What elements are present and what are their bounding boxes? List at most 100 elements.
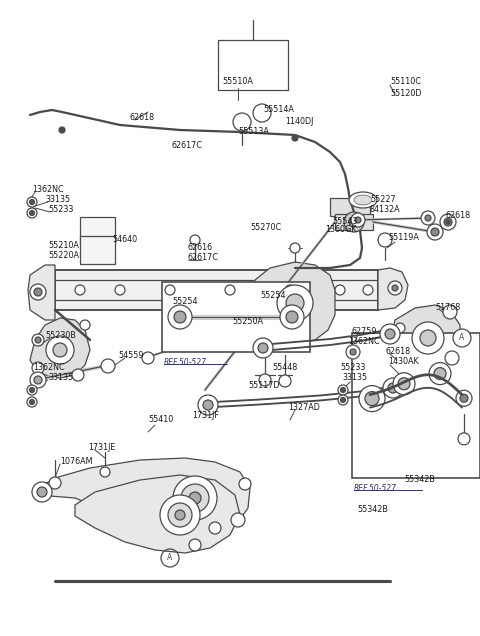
Text: 54640: 54640 bbox=[112, 235, 137, 244]
Text: 55254: 55254 bbox=[172, 298, 197, 307]
Circle shape bbox=[165, 285, 175, 295]
Bar bbox=[352, 333, 480, 478]
Text: 55514A: 55514A bbox=[263, 106, 294, 114]
Circle shape bbox=[142, 352, 154, 364]
Circle shape bbox=[421, 211, 435, 225]
Text: 55513A: 55513A bbox=[238, 127, 269, 137]
Text: 33135: 33135 bbox=[45, 195, 70, 205]
Circle shape bbox=[37, 487, 47, 497]
Text: 1140DJ: 1140DJ bbox=[285, 118, 313, 127]
Text: 62618: 62618 bbox=[445, 212, 470, 221]
Text: 62617C: 62617C bbox=[188, 254, 219, 263]
Circle shape bbox=[388, 383, 398, 393]
Circle shape bbox=[160, 495, 200, 535]
Circle shape bbox=[189, 539, 201, 551]
Circle shape bbox=[292, 135, 298, 141]
Circle shape bbox=[365, 392, 379, 406]
Text: 1362NC: 1362NC bbox=[32, 186, 64, 195]
Text: 54559: 54559 bbox=[118, 350, 144, 359]
Circle shape bbox=[453, 329, 471, 347]
Text: 55270C: 55270C bbox=[250, 223, 281, 233]
Bar bbox=[162, 282, 310, 352]
Circle shape bbox=[30, 284, 46, 300]
Polygon shape bbox=[28, 265, 55, 320]
Text: 55254: 55254 bbox=[260, 291, 286, 300]
Circle shape bbox=[443, 305, 457, 319]
Circle shape bbox=[46, 336, 74, 364]
Bar bbox=[80, 217, 115, 245]
Circle shape bbox=[32, 362, 44, 374]
Circle shape bbox=[258, 343, 268, 353]
Text: 62617C: 62617C bbox=[172, 141, 203, 149]
Text: A: A bbox=[168, 553, 173, 562]
Circle shape bbox=[279, 375, 291, 387]
Circle shape bbox=[285, 285, 295, 295]
Text: 1362NC: 1362NC bbox=[348, 338, 380, 347]
Circle shape bbox=[398, 378, 410, 390]
Circle shape bbox=[456, 391, 472, 406]
Circle shape bbox=[359, 385, 385, 411]
Ellipse shape bbox=[349, 192, 377, 208]
Circle shape bbox=[290, 243, 300, 253]
Circle shape bbox=[30, 372, 46, 388]
Circle shape bbox=[35, 337, 41, 343]
Circle shape bbox=[286, 294, 304, 312]
Polygon shape bbox=[392, 305, 460, 367]
Circle shape bbox=[277, 285, 313, 321]
Text: A: A bbox=[459, 333, 465, 343]
Polygon shape bbox=[75, 475, 240, 553]
Circle shape bbox=[344, 212, 364, 232]
Circle shape bbox=[181, 484, 209, 512]
Text: 55227: 55227 bbox=[370, 195, 396, 205]
Circle shape bbox=[335, 285, 345, 295]
Circle shape bbox=[190, 235, 200, 245]
Text: REF.50-527: REF.50-527 bbox=[354, 484, 397, 493]
Circle shape bbox=[168, 305, 192, 329]
Circle shape bbox=[431, 228, 439, 236]
Circle shape bbox=[27, 385, 37, 395]
Circle shape bbox=[429, 363, 451, 385]
Circle shape bbox=[286, 311, 298, 323]
Text: 62616: 62616 bbox=[188, 244, 213, 252]
Circle shape bbox=[209, 522, 221, 534]
Circle shape bbox=[253, 338, 273, 358]
Circle shape bbox=[203, 400, 213, 410]
Circle shape bbox=[72, 369, 84, 381]
Circle shape bbox=[280, 305, 304, 329]
Circle shape bbox=[350, 349, 356, 355]
Circle shape bbox=[425, 215, 431, 221]
Text: 84132A: 84132A bbox=[370, 205, 401, 214]
Ellipse shape bbox=[354, 195, 372, 205]
Circle shape bbox=[440, 214, 456, 230]
Circle shape bbox=[27, 197, 37, 207]
Circle shape bbox=[340, 387, 346, 392]
Polygon shape bbox=[30, 318, 90, 378]
Text: 55220A: 55220A bbox=[48, 251, 79, 259]
Circle shape bbox=[444, 218, 452, 226]
Circle shape bbox=[115, 285, 125, 295]
Circle shape bbox=[460, 394, 468, 402]
Circle shape bbox=[351, 213, 365, 227]
Circle shape bbox=[233, 113, 251, 131]
Circle shape bbox=[27, 208, 37, 218]
Text: 55210A: 55210A bbox=[48, 240, 79, 249]
Text: 55342B: 55342B bbox=[357, 506, 388, 515]
Text: 55233: 55233 bbox=[48, 205, 73, 214]
Circle shape bbox=[100, 467, 110, 477]
Text: 62618: 62618 bbox=[385, 347, 410, 357]
Circle shape bbox=[27, 397, 37, 407]
Circle shape bbox=[388, 281, 402, 295]
Circle shape bbox=[34, 288, 42, 296]
Circle shape bbox=[29, 399, 35, 404]
Circle shape bbox=[173, 476, 217, 520]
Circle shape bbox=[101, 359, 115, 373]
Text: 55448: 55448 bbox=[272, 363, 297, 371]
Circle shape bbox=[355, 217, 361, 223]
Text: 1360GK: 1360GK bbox=[325, 226, 356, 235]
Text: 1430AK: 1430AK bbox=[388, 357, 419, 366]
Text: 55120D: 55120D bbox=[390, 90, 421, 99]
Text: 33135: 33135 bbox=[342, 373, 367, 382]
Circle shape bbox=[420, 330, 436, 346]
Circle shape bbox=[338, 385, 348, 395]
Text: 55510A: 55510A bbox=[223, 78, 253, 86]
